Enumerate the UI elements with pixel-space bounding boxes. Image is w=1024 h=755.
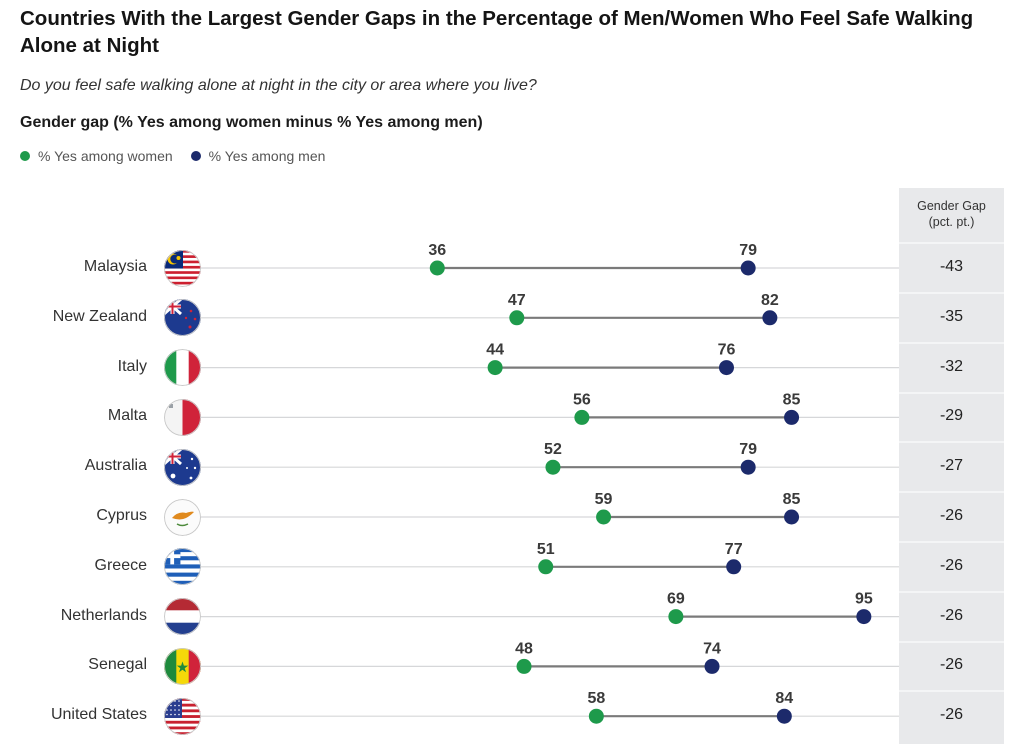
men-value-label: 76 — [718, 342, 736, 359]
gender-gap-column — [899, 188, 1004, 744]
men-marker — [740, 459, 756, 475]
gap-row-separator — [899, 441, 1004, 444]
gap-row-separator — [899, 491, 1004, 494]
women-value-label: 58 — [587, 690, 605, 707]
gap-row-separator — [899, 242, 1004, 245]
women-value-label: 69 — [667, 591, 685, 608]
gap-row-separator — [899, 590, 1004, 593]
gender-gap-header-line1: Gender Gap — [917, 199, 986, 213]
men-value-label: 79 — [739, 242, 757, 259]
men-marker — [718, 360, 734, 376]
men-marker — [856, 609, 872, 625]
men-value-label: 85 — [783, 491, 801, 508]
gap-row-separator — [899, 690, 1004, 693]
netherlands-flag-icon — [164, 598, 201, 636]
men-marker — [726, 559, 742, 575]
gap-row-separator — [899, 540, 1004, 543]
country-label: Malta — [107, 407, 147, 425]
men-value-label: 84 — [775, 690, 793, 707]
new-zealand-flag-icon — [164, 299, 201, 337]
women-marker — [538, 559, 554, 575]
gap-row-separator — [899, 640, 1004, 643]
gender-gap-value: -43 — [939, 258, 964, 275]
women-value-label: 47 — [508, 292, 526, 309]
malta-flag-icon — [164, 398, 201, 436]
women-marker — [509, 310, 525, 326]
women-value-label: 56 — [573, 391, 591, 408]
gender-gap-value: -26 — [939, 556, 964, 574]
gap-row-separator — [899, 291, 1004, 294]
men-marker — [776, 708, 792, 724]
men-marker — [762, 310, 778, 326]
women-marker — [487, 360, 503, 376]
gender-gap-value: -26 — [939, 606, 964, 624]
malaysia-flag-icon — [164, 249, 201, 287]
women-marker — [574, 409, 590, 425]
women-value-label: 52 — [544, 441, 562, 458]
country-label: New Zealand — [52, 307, 147, 325]
men-value-label: 82 — [761, 292, 779, 309]
legend-label-men: % Yes among men — [208, 148, 326, 164]
country-label: Malaysia — [83, 258, 147, 275]
gender-gap-value: -29 — [939, 407, 964, 425]
country-label: Cyprus — [96, 507, 147, 524]
men-value-label: 77 — [725, 541, 743, 558]
men-marker — [740, 260, 756, 276]
gap-row-separator — [899, 391, 1004, 394]
gender-gap-value: -27 — [939, 457, 964, 475]
italy-flag-icon — [164, 349, 201, 387]
country-label: Australia — [84, 457, 147, 475]
gender-gap-value: -32 — [939, 357, 964, 375]
greece-flag-icon — [164, 548, 201, 586]
men-value-label: 85 — [783, 391, 801, 408]
legend-item-men: % Yes among men — [190, 148, 326, 164]
women-marker — [668, 609, 684, 625]
legend-item-women: % Yes among women — [20, 148, 173, 164]
country-label: Greece — [94, 556, 147, 574]
legend-label-women: % Yes among women — [38, 148, 173, 164]
legend-marker-men — [190, 151, 201, 161]
men-value-label: 79 — [739, 441, 757, 458]
country-label: Italy — [117, 357, 147, 375]
women-value-label: 48 — [515, 640, 533, 657]
legend-marker-women — [20, 151, 30, 161]
gender-gap-value: -26 — [939, 706, 964, 724]
men-value-label: 74 — [703, 640, 721, 657]
gender-gap-header: Gender Gap (pct. pt.) — [899, 198, 1004, 230]
gender-gap-value: -26 — [939, 507, 964, 524]
country-label: Senegal — [88, 656, 147, 674]
gap-row-separator — [899, 341, 1004, 344]
country-label: Netherlands — [60, 606, 147, 624]
men-value-label: 95 — [855, 591, 873, 608]
country-label: United States — [50, 706, 147, 724]
legend: % Yes among women % Yes among men — [20, 148, 343, 164]
gender-gap-header-line2: (pct. pt.) — [928, 215, 975, 229]
women-marker — [516, 658, 532, 674]
women-value-label: 51 — [537, 541, 555, 558]
women-value-label: 36 — [428, 242, 446, 259]
women-marker — [596, 509, 612, 525]
women-marker — [429, 260, 445, 276]
women-value-label: 44 — [486, 342, 504, 359]
chart-title: Countries With the Largest Gender Gaps i… — [20, 7, 974, 57]
survey-question: Do you feel safe walking alone at night … — [20, 77, 537, 94]
chart-subtitle: Gender gap (% Yes among women minus % Ye… — [20, 114, 483, 131]
united-states-flag-icon — [164, 697, 201, 735]
gender-gap-value: -35 — [939, 307, 964, 325]
women-marker — [588, 708, 604, 724]
men-marker — [784, 509, 800, 525]
australia-flag-icon — [164, 448, 201, 486]
cyprus-flag-icon — [164, 498, 201, 536]
men-marker — [784, 409, 800, 425]
gender-gap-value: -26 — [939, 656, 964, 674]
senegal-flag-icon — [164, 647, 201, 685]
women-marker — [545, 459, 561, 475]
men-marker — [704, 658, 720, 674]
women-value-label: 59 — [595, 491, 613, 508]
